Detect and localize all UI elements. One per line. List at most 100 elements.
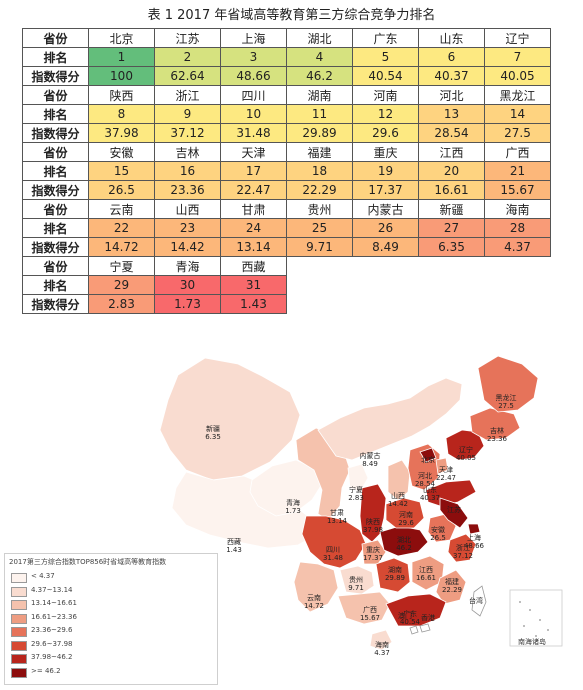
cell-province: 宁夏 bbox=[88, 256, 155, 276]
row-header-score: 指数得分 bbox=[22, 294, 89, 314]
cell-score: 14.42 bbox=[154, 237, 221, 257]
cell-province: 云南 bbox=[88, 199, 155, 219]
region-label: 北京 bbox=[421, 455, 435, 464]
cell-rank: 13 bbox=[418, 104, 485, 124]
empty-cell bbox=[352, 294, 419, 314]
cell-score: 13.14 bbox=[220, 237, 287, 257]
ranking-table: 省份 北京 江苏 上海 湖北 广东 山东 辽宁 排名 1 2 3 4 5 6 7 指数得分 100 62.64 48.… bbox=[22, 28, 551, 314]
island-dot bbox=[519, 601, 521, 603]
cell-rank: 17 bbox=[220, 161, 287, 181]
cell-score: 29.6 bbox=[352, 123, 419, 143]
cell-score: 26.5 bbox=[88, 180, 155, 200]
cell-score: 16.61 bbox=[418, 180, 485, 200]
cell-score: 100 bbox=[88, 66, 155, 86]
cell-rank: 8 bbox=[88, 104, 155, 124]
cell-rank: 26 bbox=[352, 218, 419, 238]
legend-item: >= 46.2 bbox=[11, 667, 211, 678]
cell-score: 9.71 bbox=[286, 237, 353, 257]
region-label: 云南 14.72 bbox=[304, 593, 324, 610]
region-label: 香港 bbox=[421, 613, 435, 622]
row-header-rank: 排名 bbox=[22, 275, 89, 295]
cell-rank: 14 bbox=[484, 104, 551, 124]
region-label: 吉林 23.36 bbox=[487, 426, 508, 443]
row-header-province: 省份 bbox=[22, 199, 89, 219]
region-label: 陕西 37.98 bbox=[363, 517, 383, 534]
region-label: 上海 48.66 bbox=[464, 533, 485, 550]
cell-rank: 6 bbox=[418, 47, 485, 67]
cell-rank: 22 bbox=[88, 218, 155, 238]
cell-province: 青海 bbox=[154, 256, 221, 276]
cell-rank: 15 bbox=[88, 161, 155, 181]
legend-label: >= 46.2 bbox=[31, 666, 61, 675]
cell-rank: 2 bbox=[154, 47, 221, 67]
cell-rank: 24 bbox=[220, 218, 287, 238]
cell-province: 贵州 bbox=[286, 199, 353, 219]
empty-cell bbox=[484, 294, 551, 314]
cell-province: 甘肃 bbox=[220, 199, 287, 219]
cell-province: 北京 bbox=[88, 28, 155, 48]
cell-rank: 1 bbox=[88, 47, 155, 67]
region-湖南 bbox=[375, 557, 411, 593]
cell-province: 四川 bbox=[220, 85, 287, 105]
legend-item: 37.98~46.2 bbox=[11, 653, 211, 664]
table-row: 指数得分 2.83 1.73 1.43 bbox=[22, 294, 551, 314]
region-上海 bbox=[467, 523, 481, 535]
row-header-score: 指数得分 bbox=[22, 123, 89, 143]
island-dot bbox=[547, 629, 549, 631]
table-row: 省份 宁夏 青海 西藏 bbox=[22, 256, 551, 276]
row-header-score: 指数得分 bbox=[22, 180, 89, 200]
cell-score: 22.29 bbox=[286, 180, 353, 200]
empty-cell bbox=[286, 256, 353, 276]
cell-rank: 10 bbox=[220, 104, 287, 124]
cell-rank: 16 bbox=[154, 161, 221, 181]
region-label: 安徽 26.5 bbox=[430, 525, 446, 542]
region-宁夏 bbox=[347, 463, 369, 493]
empty-cell bbox=[418, 294, 485, 314]
cell-rank: 11 bbox=[286, 104, 353, 124]
row-header-province: 省份 bbox=[22, 85, 89, 105]
cell-score: 27.5 bbox=[484, 123, 551, 143]
island-dot bbox=[523, 625, 525, 627]
region-label: 江苏 bbox=[447, 505, 461, 514]
south-china-sea-label: 南海诸岛 bbox=[518, 638, 546, 646]
region-云南 bbox=[293, 561, 339, 613]
region-辽宁 bbox=[445, 429, 485, 461]
row-header-province: 省份 bbox=[22, 256, 89, 276]
legend-label: 16.61~23.36 bbox=[31, 612, 77, 621]
region-label: 广西 15.67 bbox=[360, 605, 380, 622]
cell-province: 黑龙江 bbox=[484, 85, 551, 105]
cell-province: 陕西 bbox=[88, 85, 155, 105]
legend-item: 4.37~13.14 bbox=[11, 586, 211, 597]
cell-rank: 19 bbox=[352, 161, 419, 181]
cell-score: 37.98 bbox=[88, 123, 155, 143]
legend-label: 37.98~46.2 bbox=[31, 653, 73, 661]
region-新疆 bbox=[159, 357, 301, 481]
page-title: 表 1 2017 年省域高等教育第三方综合竞争力排名 bbox=[147, 8, 436, 23]
row-header-rank: 排名 bbox=[22, 161, 89, 181]
row-header-rank: 排名 bbox=[22, 47, 89, 67]
legend-label: 13.14~16.61 bbox=[31, 599, 77, 607]
region-label: 宁夏 2.83 bbox=[348, 485, 364, 502]
empty-cell bbox=[286, 294, 353, 314]
table-row: 省份 北京 江苏 上海 湖北 广东 山东 辽宁 bbox=[22, 28, 551, 48]
region-江苏 bbox=[439, 497, 469, 529]
region-label: 海南 4.37 bbox=[374, 640, 390, 657]
region-label: 西藏 1.43 bbox=[226, 537, 242, 554]
cell-rank: 29 bbox=[88, 275, 155, 295]
region-黑龙江 bbox=[477, 355, 539, 413]
empty-cell bbox=[352, 275, 419, 295]
legend-swatch bbox=[11, 640, 27, 651]
cell-province: 江苏 bbox=[154, 28, 221, 48]
cell-province: 西藏 bbox=[220, 256, 287, 276]
cell-province: 湖北 bbox=[286, 28, 353, 48]
region-label: 湖南 29.89 bbox=[385, 565, 405, 582]
table-row: 指数得分 100 62.64 48.66 46.2 40.54 40.37 40.05 bbox=[22, 66, 551, 86]
cell-rank: 5 bbox=[352, 47, 419, 67]
region-label: 台湾 bbox=[469, 596, 483, 605]
cell-province: 辽宁 bbox=[484, 28, 551, 48]
cell-score: 15.67 bbox=[484, 180, 551, 200]
cell-score: 1.73 bbox=[154, 294, 221, 314]
region-陕西 bbox=[359, 483, 387, 543]
table-row: 省份 陕西 浙江 四川 湖南 河南 河北 黑龙江 bbox=[22, 85, 551, 105]
row-header-score: 指数得分 bbox=[22, 66, 89, 86]
